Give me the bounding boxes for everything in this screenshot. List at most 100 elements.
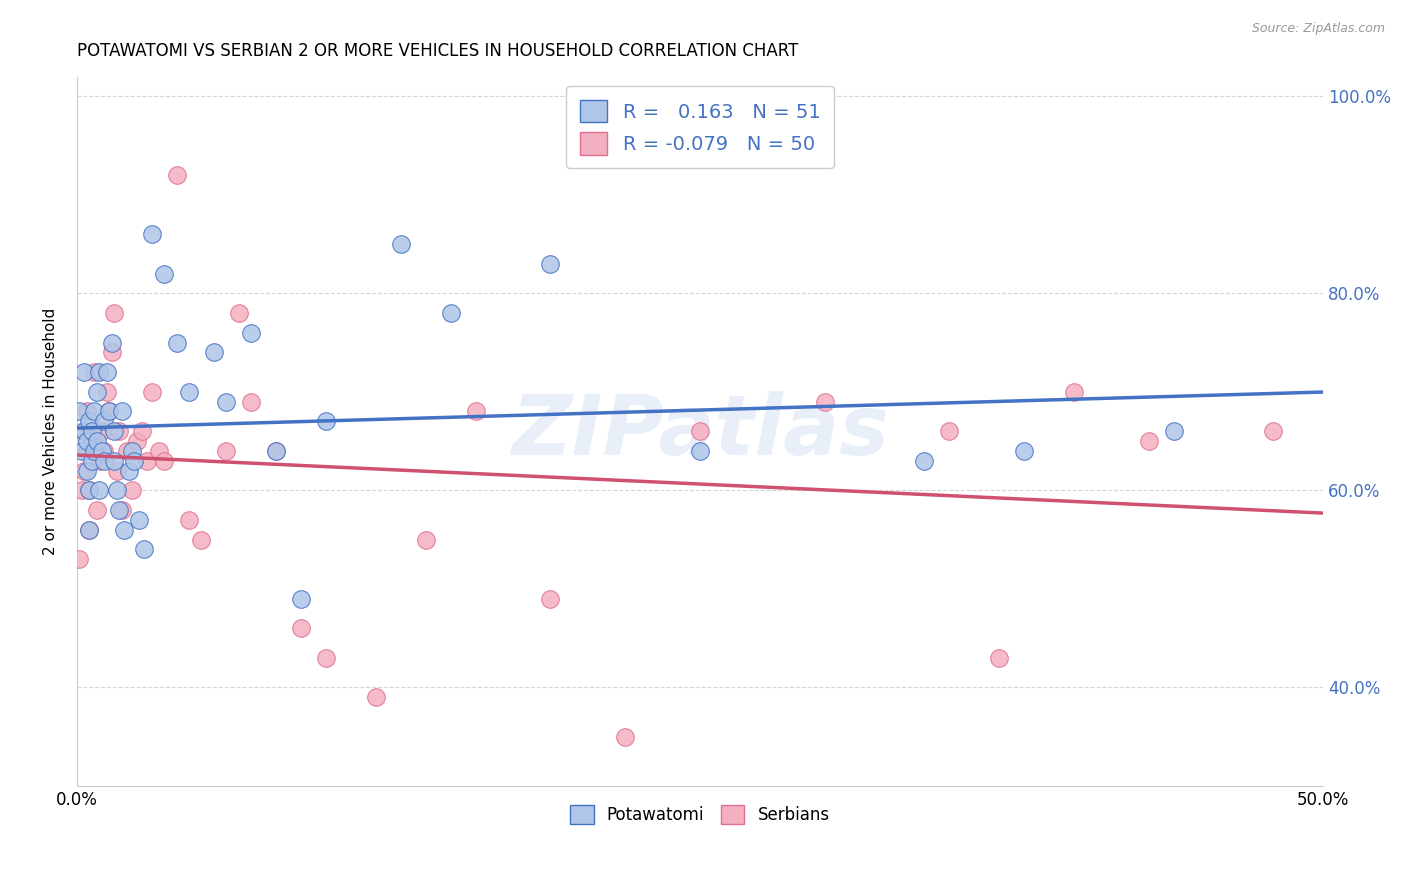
Point	[79, 523, 101, 537]
Point	[415, 533, 437, 547]
Point	[1163, 424, 1185, 438]
Point	[389, 237, 412, 252]
Point	[290, 621, 312, 635]
Point	[264, 443, 287, 458]
Point	[79, 523, 101, 537]
Point	[73, 424, 96, 438]
Point	[364, 690, 387, 705]
Point	[93, 414, 115, 428]
Point	[125, 434, 148, 448]
Point	[122, 454, 145, 468]
Text: ZIPatlas: ZIPatlas	[510, 391, 889, 472]
Point	[79, 483, 101, 498]
Point	[614, 730, 637, 744]
Point	[135, 454, 157, 468]
Point	[115, 443, 138, 458]
Point	[96, 384, 118, 399]
Point	[112, 523, 135, 537]
Point	[540, 591, 562, 606]
Point	[141, 384, 163, 399]
Point	[190, 533, 212, 547]
Point	[90, 443, 112, 458]
Point	[988, 650, 1011, 665]
Point	[111, 503, 134, 517]
Point	[814, 394, 837, 409]
Point	[108, 424, 131, 438]
Point	[89, 454, 111, 468]
Point	[240, 394, 263, 409]
Point	[264, 443, 287, 458]
Text: POTAWATOMI VS SERBIAN 2 OR MORE VEHICLES IN HOUSEHOLD CORRELATION CHART: POTAWATOMI VS SERBIAN 2 OR MORE VEHICLES…	[77, 42, 799, 60]
Point	[83, 443, 105, 458]
Point	[912, 454, 935, 468]
Point	[315, 650, 337, 665]
Point	[215, 394, 238, 409]
Point	[128, 513, 150, 527]
Point	[202, 345, 225, 359]
Point	[86, 384, 108, 399]
Point	[153, 267, 176, 281]
Point	[83, 365, 105, 379]
Point	[100, 335, 122, 350]
Point	[1137, 434, 1160, 448]
Point	[76, 434, 98, 448]
Point	[118, 464, 141, 478]
Point	[1263, 424, 1285, 438]
Point	[89, 365, 111, 379]
Point	[89, 483, 111, 498]
Point	[153, 454, 176, 468]
Point	[938, 424, 960, 438]
Point	[464, 404, 486, 418]
Point	[86, 434, 108, 448]
Point	[440, 306, 463, 320]
Point	[76, 464, 98, 478]
Point	[141, 227, 163, 242]
Point	[240, 326, 263, 340]
Point	[131, 424, 153, 438]
Point	[215, 443, 238, 458]
Point	[103, 424, 125, 438]
Point	[105, 483, 128, 498]
Point	[83, 404, 105, 418]
Point	[540, 257, 562, 271]
Point	[111, 404, 134, 418]
Point	[103, 454, 125, 468]
Point	[80, 434, 103, 448]
Point	[76, 404, 98, 418]
Y-axis label: 2 or more Vehicles in Household: 2 or more Vehicles in Household	[44, 308, 58, 555]
Point	[96, 365, 118, 379]
Point	[98, 404, 121, 418]
Point	[166, 335, 188, 350]
Point	[79, 414, 101, 428]
Point	[103, 306, 125, 320]
Point	[67, 552, 90, 566]
Point	[315, 414, 337, 428]
Point	[290, 591, 312, 606]
Point	[86, 503, 108, 517]
Point	[105, 464, 128, 478]
Point	[93, 443, 115, 458]
Point	[73, 424, 96, 438]
Point	[98, 404, 121, 418]
Point	[76, 443, 98, 458]
Point	[1012, 443, 1035, 458]
Point	[67, 404, 90, 418]
Point	[121, 483, 143, 498]
Point	[1063, 384, 1085, 399]
Point	[148, 443, 170, 458]
Point	[93, 454, 115, 468]
Point	[108, 503, 131, 517]
Legend: Potawatomi, Serbians: Potawatomi, Serbians	[560, 795, 839, 834]
Point	[79, 483, 101, 498]
Point	[689, 424, 711, 438]
Point	[689, 443, 711, 458]
Point	[134, 542, 156, 557]
Point	[177, 513, 200, 527]
Point	[73, 464, 96, 478]
Point	[73, 365, 96, 379]
Point	[70, 483, 93, 498]
Point	[70, 443, 93, 458]
Point	[177, 384, 200, 399]
Point	[228, 306, 250, 320]
Text: Source: ZipAtlas.com: Source: ZipAtlas.com	[1251, 22, 1385, 36]
